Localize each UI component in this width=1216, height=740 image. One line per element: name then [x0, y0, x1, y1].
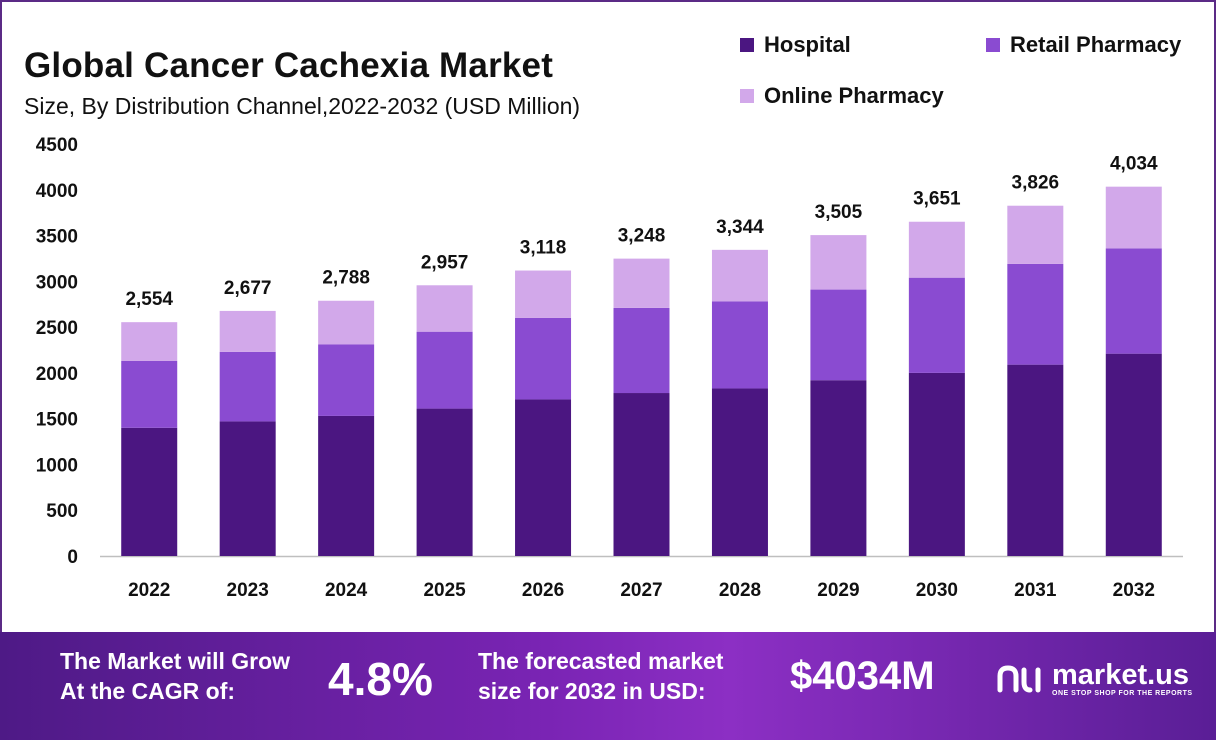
x-tick-label: 2027 [620, 580, 662, 601]
x-tick-label: 2024 [325, 580, 368, 601]
bar-total-label: 2,677 [224, 278, 272, 299]
x-tick-label: 2025 [423, 580, 466, 601]
bar-segment-hospital [810, 380, 867, 556]
bar-segment-retail-pharmacy [1105, 248, 1162, 354]
bar-segment-online-pharmacy [908, 221, 965, 278]
bar-segment-retail-pharmacy [810, 289, 867, 381]
bar-segment-hospital [515, 399, 572, 556]
x-tick-label: 2026 [522, 580, 564, 601]
bar-segment-online-pharmacy [416, 285, 473, 332]
bar-segment-retail-pharmacy [219, 351, 276, 422]
market-us-logo-icon [997, 664, 1041, 692]
cagr-text-line1: The Market will Grow [60, 648, 291, 674]
y-tick-label: 2000 [36, 364, 78, 385]
bar-total-label: 2,554 [125, 289, 173, 310]
bar-segment-online-pharmacy [318, 300, 375, 345]
bar-total-label: 3,826 [1012, 173, 1060, 194]
bar-segment-online-pharmacy [219, 310, 276, 352]
x-tick-label: 2023 [227, 580, 269, 601]
brand-tagline: ONE STOP SHOP FOR THE REPORTS [1052, 690, 1193, 697]
bar-segment-hospital [416, 408, 473, 556]
legend-item-online-pharmacy: Online Pharmacy [740, 83, 944, 109]
bar-segment-retail-pharmacy [515, 317, 572, 400]
legend-swatch-online-pharmacy [740, 89, 754, 103]
bar-segment-online-pharmacy [810, 235, 867, 290]
y-tick-label: 0 [67, 547, 78, 568]
y-tick-label: 1500 [36, 410, 78, 431]
bar-segment-hospital [1105, 353, 1162, 556]
bar-total-label: 3,344 [716, 217, 764, 238]
bar-segment-retail-pharmacy [318, 344, 375, 416]
bar-segment-hospital [711, 388, 768, 556]
y-tick-label: 500 [46, 501, 78, 522]
legend-label-retail-pharmacy: Retail Pharmacy [1010, 32, 1182, 57]
y-tick-label: 1000 [36, 455, 78, 476]
bar-segment-retail-pharmacy [711, 301, 768, 389]
bar-segment-retail-pharmacy [613, 307, 670, 394]
bar-total-label: 4,034 [1110, 154, 1158, 175]
bar-total-label: 2,957 [421, 252, 469, 273]
legend-swatch-hospital [740, 38, 754, 52]
y-tick-label: 4500 [36, 135, 78, 156]
bar-segment-online-pharmacy [711, 249, 768, 302]
bar-segment-hospital [121, 427, 178, 556]
chart-subtitle: Size, By Distribution Channel,2022-2032 … [24, 93, 581, 119]
stacked-bar-chart: 0 500 1000 1500 2000 2500 3000 3500 4000 4500 2,55… [36, 135, 1183, 601]
bar-segment-retail-pharmacy [416, 331, 473, 409]
bar-segment-hospital [219, 421, 276, 556]
bar-total-label: 3,651 [913, 189, 961, 210]
forecast-text-line1: The forecasted market [478, 648, 724, 674]
y-tick-label: 4000 [36, 181, 78, 202]
bar-segment-retail-pharmacy [121, 360, 178, 428]
y-tick-label: 2500 [36, 318, 78, 339]
footer-banner [0, 632, 1216, 740]
chart-title: Global Cancer Cachexia Market [24, 46, 554, 85]
cagr-text-line2: At the CAGR of: [60, 678, 236, 704]
bar-total-label: 3,505 [815, 202, 863, 223]
bar-segment-retail-pharmacy [1007, 263, 1064, 365]
y-tick-label: 3000 [36, 272, 78, 293]
bar-segment-online-pharmacy [1105, 186, 1162, 249]
x-tick-label: 2030 [916, 580, 958, 601]
cagr-value: 4.8% [328, 653, 433, 705]
legend-label-online-pharmacy: Online Pharmacy [764, 83, 944, 108]
bar-segment-retail-pharmacy [908, 277, 965, 373]
x-tick-label: 2029 [817, 580, 859, 601]
bar-segment-hospital [908, 372, 965, 556]
bar-segment-online-pharmacy [1007, 205, 1064, 264]
bar-segment-hospital [613, 393, 670, 556]
legend-item-retail-pharmacy: Retail Pharmacy [986, 32, 1181, 58]
x-tick-label: 2032 [1113, 580, 1155, 601]
legend-swatch-retail-pharmacy [986, 38, 1000, 52]
legend-item-hospital: Hospital [740, 32, 851, 58]
brand-name: market.us [1052, 659, 1190, 691]
bar-segment-online-pharmacy [515, 270, 572, 318]
x-tick-label: 2031 [1014, 580, 1057, 601]
forecast-text-line2: size for 2032 in USD: [478, 678, 706, 704]
brand-logo: market.us ONE STOP SHOP FOR THE REPORTS [996, 660, 1193, 697]
bar-segment-online-pharmacy [613, 258, 670, 308]
y-tick-label: 3500 [36, 227, 78, 248]
bar-total-label: 3,248 [618, 226, 666, 247]
bar-total-label: 3,118 [520, 238, 567, 259]
x-tick-label: 2022 [128, 580, 170, 601]
bar-segment-online-pharmacy [121, 322, 178, 361]
legend-label-hospital: Hospital [764, 32, 851, 57]
x-tick-label: 2028 [719, 580, 761, 601]
bar-total-label: 2,788 [322, 268, 370, 289]
bar-segment-hospital [1007, 364, 1064, 556]
forecast-value: $4034M [790, 654, 935, 698]
bar-segment-hospital [318, 415, 375, 556]
